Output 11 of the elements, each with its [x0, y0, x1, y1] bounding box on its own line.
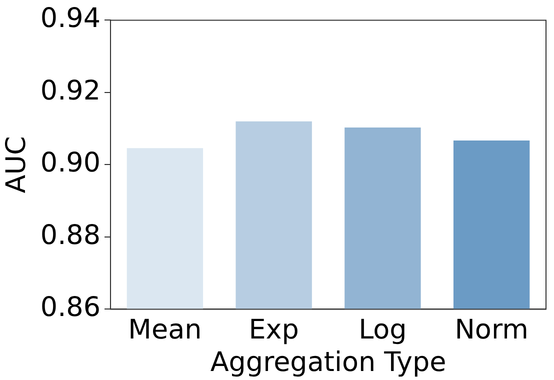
y-tick-label: 0.94	[40, 3, 101, 34]
x-tick-label: Exp	[248, 314, 299, 346]
y-axis-title: AUC	[1, 136, 32, 194]
y-tick-label: 0.92	[40, 75, 101, 106]
y-tick-label: 0.88	[40, 220, 101, 251]
x-tick-label: Log	[358, 314, 407, 346]
x-tick-label: Mean	[128, 314, 202, 346]
y-tick-label: 0.86	[40, 292, 101, 324]
x-tick-label: Norm	[454, 314, 528, 346]
x-axis-title: Aggregation Type	[210, 346, 446, 378]
y-tick-label: 0.90	[40, 148, 101, 179]
